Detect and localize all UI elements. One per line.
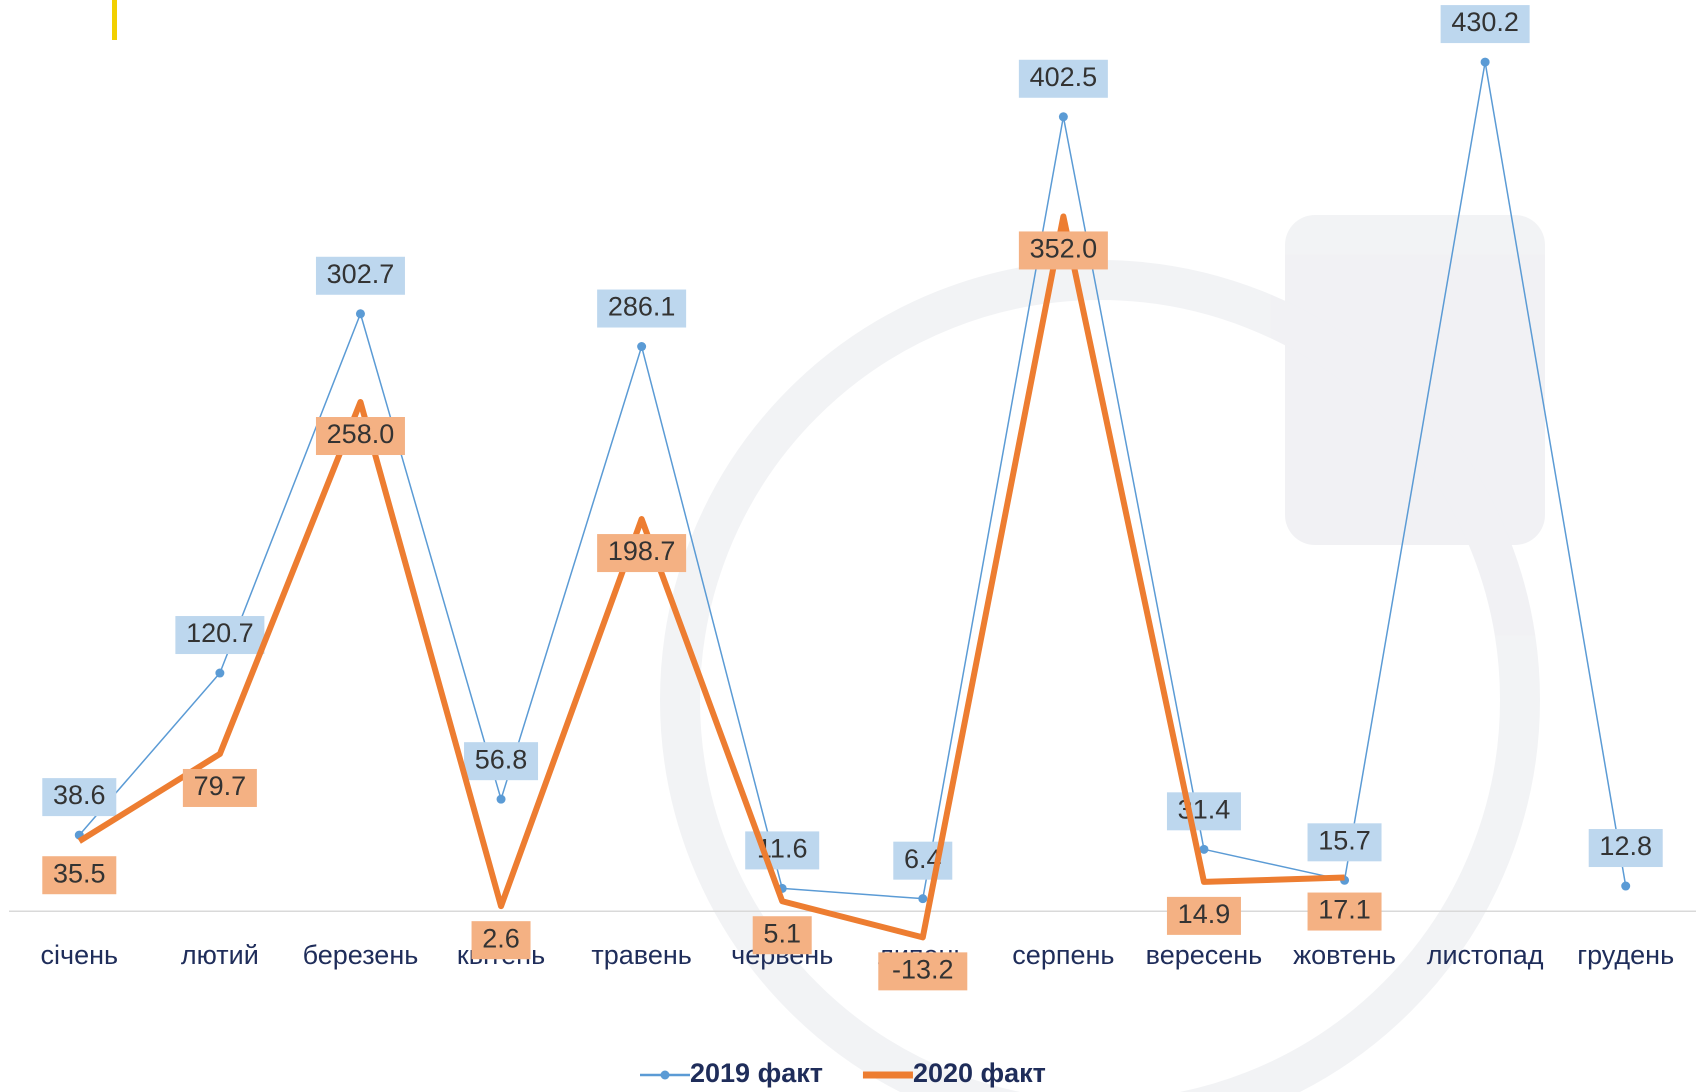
data-label: 14.9: [1178, 899, 1231, 929]
point: [355, 309, 365, 319]
data-label-group: 35.5: [42, 856, 117, 895]
data-label-group: 17.1: [1307, 892, 1382, 931]
label-bg: [315, 417, 405, 456]
label-bg: [1018, 59, 1108, 98]
x-tick-label: листопад: [1427, 940, 1544, 970]
label-bg: [1166, 792, 1241, 831]
data-label-group: 198.7: [597, 534, 687, 573]
data-label-group: 14.9: [1166, 896, 1241, 935]
x-tick-label: грудень: [1577, 940, 1674, 970]
label-bg: [878, 952, 968, 991]
point: [1058, 112, 1068, 122]
data-label-group: 286.1: [597, 289, 687, 328]
label-bg: [1307, 823, 1382, 862]
data-label-group: 430.2: [1440, 5, 1530, 44]
label-bg: [597, 289, 687, 328]
data-label: 56.8: [475, 744, 528, 774]
data-label: 79.7: [194, 771, 247, 801]
data-label-group: 6.4: [893, 841, 953, 880]
data-label-group: 352.0: [1018, 231, 1108, 270]
data-label-group: 56.8: [464, 742, 539, 781]
point: [1480, 57, 1490, 67]
data-label: 12.8: [1599, 831, 1652, 861]
data-label-group: 258.0: [315, 417, 405, 456]
point: [1199, 844, 1209, 854]
data-label: 286.1: [608, 292, 676, 322]
series-line: [78, 61, 1627, 900]
point: [918, 894, 928, 904]
data-label-group: 302.7: [315, 256, 405, 295]
point: [637, 342, 647, 352]
data-label: 2.6: [482, 923, 520, 953]
series-line: [77, 213, 1345, 941]
data-label: -13.2: [892, 954, 954, 984]
data-label-group: -13.2: [878, 952, 968, 991]
label-bg: [1440, 5, 1530, 44]
data-label: 5.1: [763, 918, 801, 948]
legend-label: 2020 факт: [913, 1058, 1046, 1088]
x-tick-label: вересень: [1146, 940, 1263, 970]
data-label: 120.7: [186, 618, 254, 648]
legend-label: 2019 факт: [690, 1058, 823, 1088]
x-tick-label: лютий: [181, 940, 259, 970]
decoration: [112, 0, 117, 40]
data-label-group: 2.6: [471, 921, 531, 960]
label-bg: [42, 856, 117, 895]
label-bg: [315, 256, 405, 295]
data-label: 302.7: [327, 259, 395, 289]
x-tick-label: серпень: [1012, 940, 1114, 970]
data-label-group: 38.6: [42, 778, 117, 817]
point: [496, 794, 506, 804]
data-label-group: 79.7: [182, 768, 257, 807]
data-label: 38.6: [53, 780, 106, 810]
legend-marker: [660, 1070, 670, 1080]
x-tick-label: січень: [41, 940, 119, 970]
data-label: 17.1: [1318, 895, 1371, 925]
label-bg: [1307, 892, 1382, 931]
data-label-group: 5.1: [752, 916, 812, 955]
point: [215, 668, 225, 678]
data-label: 402.5: [1030, 62, 1098, 92]
watermark: [660, 215, 1545, 1092]
data-label-group: 12.8: [1588, 829, 1663, 868]
data-label-group: 402.5: [1018, 59, 1108, 98]
label-bg: [464, 742, 539, 781]
label-bg: [1166, 896, 1241, 935]
data-label: 430.2: [1451, 7, 1519, 37]
data-label-group: 15.7: [1307, 823, 1382, 862]
data-label: 352.0: [1030, 234, 1098, 264]
x-tick-label: травень: [591, 940, 691, 970]
label-bg: [182, 768, 257, 807]
data-label: 15.7: [1318, 825, 1371, 855]
label-bg: [1588, 829, 1663, 868]
data-label: 198.7: [608, 536, 676, 566]
data-label-group: 120.7: [175, 616, 265, 655]
x-tick-label: жовтень: [1293, 940, 1396, 970]
data-label: 35.5: [53, 858, 106, 888]
label-bg: [597, 534, 687, 573]
label-bg: [42, 778, 117, 817]
point: [1621, 881, 1631, 891]
label-bg: [1018, 231, 1108, 270]
data-label-group: 31.4: [1166, 792, 1241, 831]
label-bg: [471, 921, 531, 960]
label-bg: [175, 616, 265, 655]
data-label: 258.0: [327, 419, 395, 449]
label-bg: [752, 916, 812, 955]
x-tick-label: березень: [303, 940, 419, 970]
